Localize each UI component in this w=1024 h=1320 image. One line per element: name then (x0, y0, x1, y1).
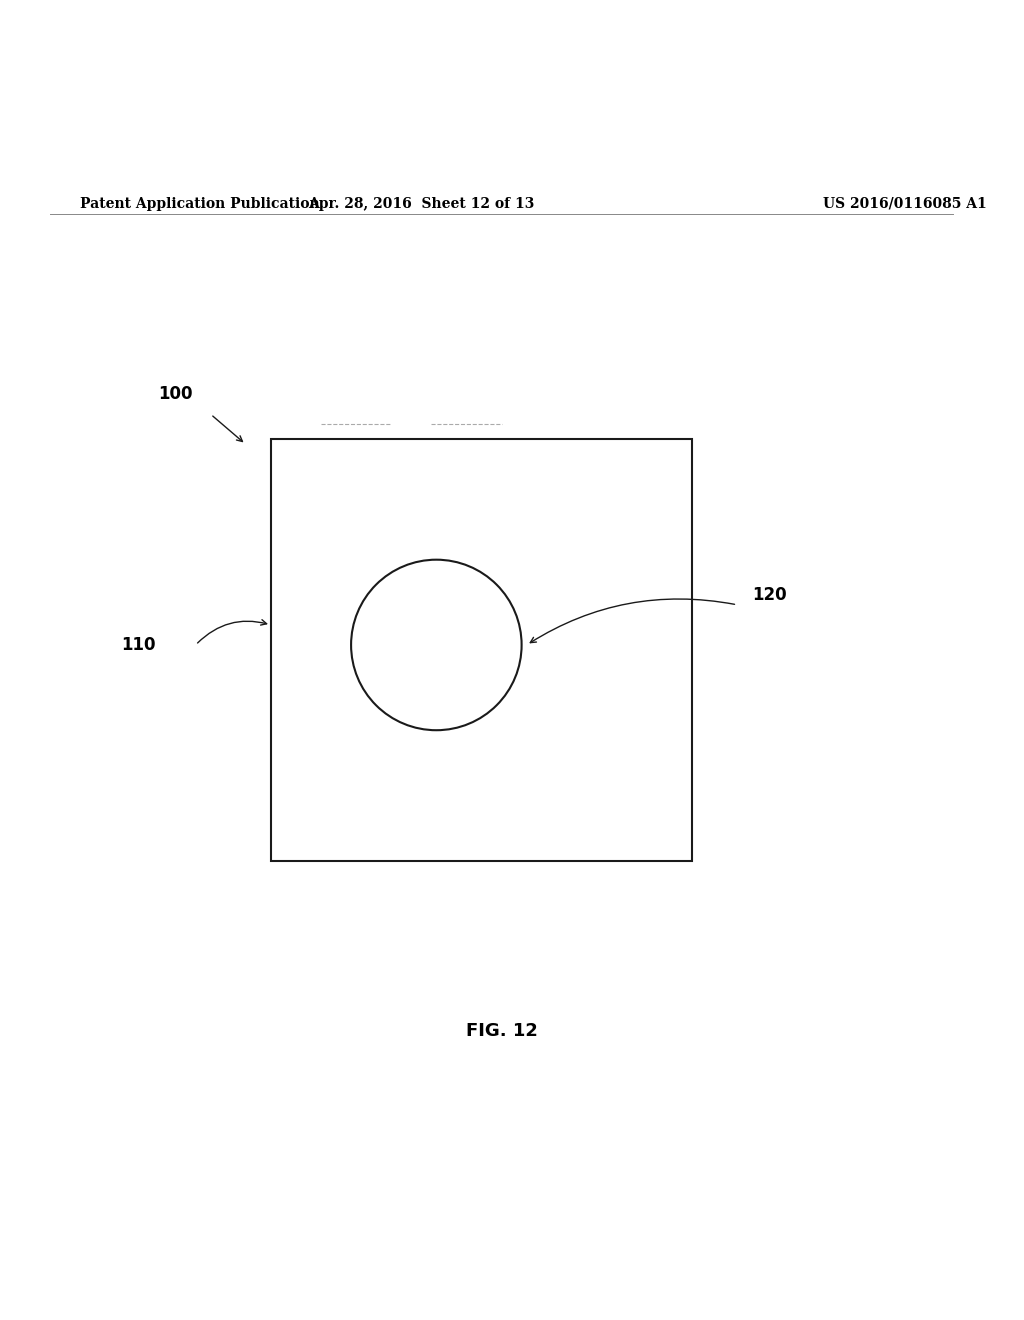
Text: US 2016/0116085 A1: US 2016/0116085 A1 (822, 197, 986, 211)
Text: FIG. 12: FIG. 12 (466, 1022, 538, 1040)
Bar (270, 440, 692, 861)
Text: 110: 110 (121, 636, 156, 653)
Text: Apr. 28, 2016  Sheet 12 of 13: Apr. 28, 2016 Sheet 12 of 13 (308, 197, 535, 211)
Text: Patent Application Publication: Patent Application Publication (80, 197, 319, 211)
Text: 100: 100 (159, 385, 193, 403)
Text: 120: 120 (753, 586, 787, 603)
